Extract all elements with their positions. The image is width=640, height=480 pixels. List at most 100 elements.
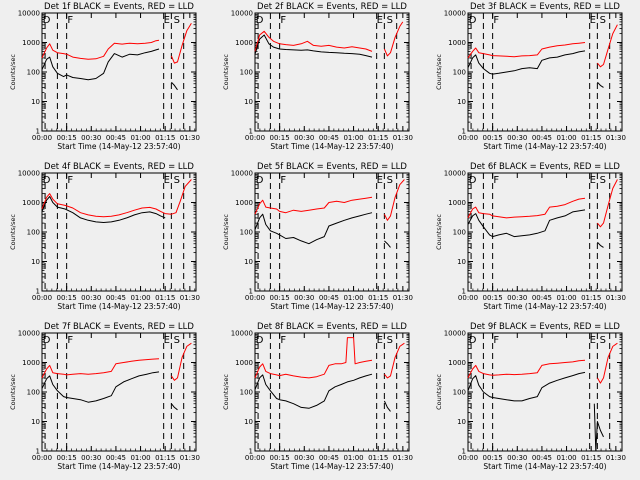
region-marker-label: S [174,15,180,26]
lld-series-line [596,342,618,384]
x-tick-label: 00:00 [32,454,52,462]
lld-series-line [170,22,192,64]
region-marker-label: S [600,335,606,346]
region-marker-label: S [387,335,393,346]
x-tick-label: 00:30 [507,454,527,462]
region-marker-label: E [590,15,596,26]
plot-frame [41,172,197,292]
plot-frame [254,172,410,292]
y-tick-label: 1 [36,288,40,296]
lld-series-line [467,359,586,379]
x-tick-label: 00:00 [32,294,52,302]
x-tick-label: 00:30 [81,134,101,142]
region-marker-label: D [469,15,477,26]
plot-frame [41,332,197,452]
y-tick-label: 10000 [18,330,40,338]
x-axis-label: Start Time (14-May-12 23:57:40) [57,302,180,311]
region-marker-label: D [43,175,51,186]
chart-title: Det 5f BLACK = Events, RED = LLD [257,162,407,172]
y-tick-label: 100 [453,389,466,397]
x-tick-label: 01:15 [581,294,601,302]
x-tick-label: 00:15 [270,294,290,302]
y-tick-label: 100 [27,229,40,237]
lld-series-line [254,30,373,52]
x-tick-label: 01:30 [180,454,200,462]
x-tick-label: 00:15 [270,134,290,142]
region-marker-label: D [43,335,51,346]
chart-panel-4: Det 4f BLACK = Events, RED = LLD 1 10 100 10… [9,162,200,311]
region-marker-label: D [256,175,264,186]
x-tick-label: 01:00 [130,134,150,142]
x-tick-label: 01:30 [393,134,413,142]
x-tick-label: 00:00 [245,134,265,142]
y-axis-label: Counts/sec [9,214,17,250]
lld-series-line [383,179,405,221]
chart-title: Det 9f BLACK = Events, RED = LLD [470,322,620,332]
y-axis-label: Counts/sec [435,54,443,90]
region-marker-label: E [164,15,170,26]
lld-series-line [41,39,160,60]
y-tick-label: 1 [249,128,253,136]
y-tick-label: 100 [453,229,466,237]
x-tick-label: 01:30 [393,294,413,302]
y-tick-label: 10 [244,418,253,426]
x-tick-label: 01:15 [368,294,388,302]
y-tick-label: 1000 [22,199,40,207]
region-marker-label: F [67,335,73,346]
y-tick-label: 1 [462,128,466,136]
chart-panel-6: Det 6f BLACK = Events, RED = LLD 1 10 100 10… [435,162,626,311]
region-marker-label: E [377,15,383,26]
region-marker-label: F [67,175,73,186]
y-tick-label: 10 [457,418,466,426]
events-series-line [171,403,178,411]
x-tick-label: 01:00 [343,454,363,462]
x-axis-label: Start Time (14-May-12 23:57:40) [57,462,180,471]
y-tick-label: 10000 [18,10,40,18]
x-tick-label: 00:15 [483,134,503,142]
plot-frame [467,332,623,452]
x-tick-label: 00:30 [81,454,101,462]
x-tick-label: 00:00 [458,294,478,302]
x-tick-label: 00:45 [106,134,126,142]
y-tick-label: 10 [244,258,253,266]
chart-panel-5: Det 5f BLACK = Events, RED = LLD 1 10 100 10… [222,162,413,311]
region-marker-label: S [600,15,606,26]
region-marker-label: F [493,175,499,186]
x-tick-label: 00:30 [294,134,314,142]
region-marker-label: F [280,335,286,346]
lld-series-line [254,337,373,379]
x-tick-label: 01:00 [343,294,363,302]
x-tick-label: 00:45 [319,294,339,302]
region-marker-label: S [174,175,180,186]
y-axis-label: Counts/sec [9,54,17,90]
y-tick-label: 1 [462,448,466,456]
x-tick-label: 00:45 [532,134,552,142]
chart-title: Det 8f BLACK = Events, RED = LLD [257,322,407,332]
region-marker-label: E [590,175,596,186]
x-tick-label: 00:15 [57,454,77,462]
lld-series-line [467,197,586,219]
x-tick-label: 01:00 [343,134,363,142]
region-marker-label: D [256,15,264,26]
region-marker-label: E [164,335,170,346]
x-tick-label: 00:45 [532,454,552,462]
y-axis-label: Counts/sec [9,374,17,410]
y-tick-label: 1000 [22,359,40,367]
region-marker-label: D [256,335,264,346]
x-tick-label: 01:00 [556,294,576,302]
lld-series-line [254,196,373,215]
x-axis-label: Start Time (14-May-12 23:57:40) [270,302,393,311]
lld-series-line [384,342,405,379]
x-tick-label: 01:15 [155,134,175,142]
chart-panel-9: Det 9f BLACK = Events, RED = LLD 1 10 100 10… [435,322,626,471]
region-marker-label: E [377,175,383,186]
x-tick-label: 01:15 [155,454,175,462]
y-tick-label: 1 [249,288,253,296]
chart-title: Det 1f BLACK = Events, RED = LLD [44,2,194,12]
x-tick-label: 00:30 [507,294,527,302]
region-marker-label: F [493,15,499,26]
x-tick-label: 01:15 [581,134,601,142]
plot-frame [467,12,623,132]
y-tick-label: 10000 [231,330,253,338]
